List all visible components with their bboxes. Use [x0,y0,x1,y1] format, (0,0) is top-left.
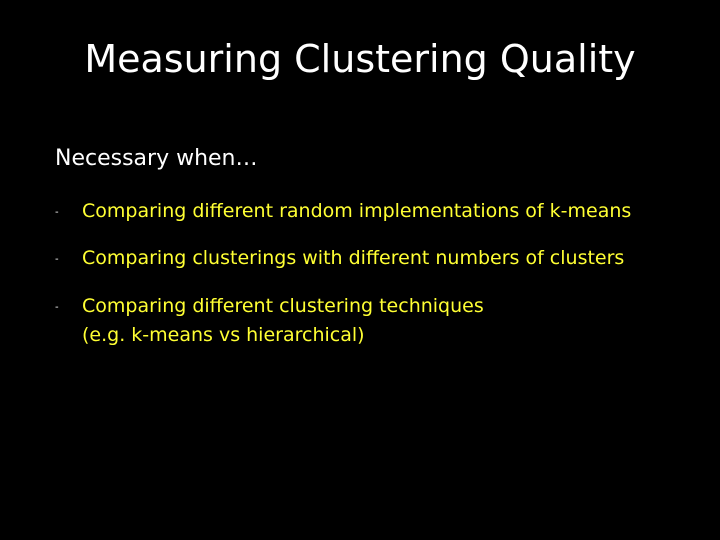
bullet-text: Comparing different random implementatio… [82,200,632,222]
bullet-text-continuation: (e.g. k-means vs hierarchical) [82,324,365,346]
bullet-marker: - [55,254,59,265]
bullet-marker: - [55,302,59,313]
bullet-text: Comparing different clustering technique… [82,295,484,317]
slide-title: Measuring Clustering Quality [84,37,636,81]
bullet-text: Comparing clusterings with different num… [82,247,625,269]
bullet-marker: - [55,207,59,218]
lead-text: Necessary when… [55,146,258,171]
